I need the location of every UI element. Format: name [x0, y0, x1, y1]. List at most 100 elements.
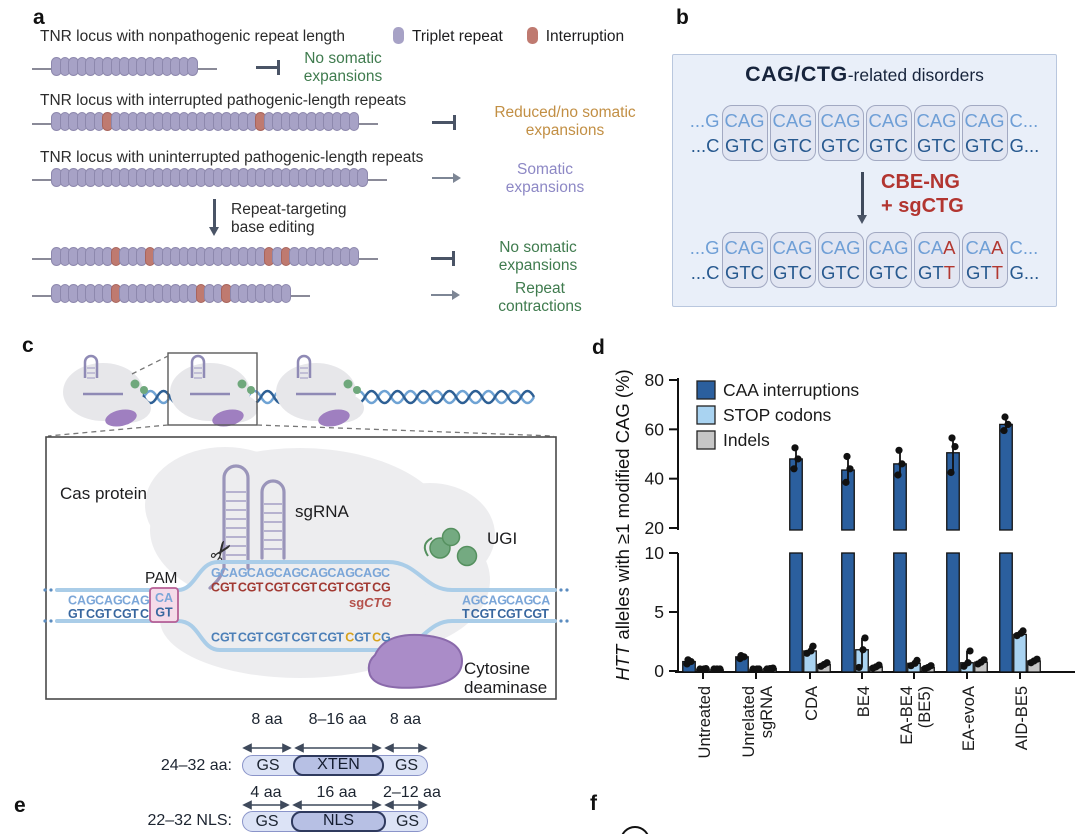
category-label: BE4 [855, 686, 873, 717]
down-arrow-icon [857, 172, 866, 224]
bar-lower [946, 552, 960, 673]
legend-label: STOP codons [723, 405, 832, 425]
data-point [964, 659, 972, 667]
data-point [966, 647, 974, 655]
sgrna-hairpin-icon [208, 464, 286, 590]
data-point [1000, 426, 1008, 435]
bar-upper [999, 423, 1013, 531]
bar [1013, 633, 1027, 673]
data-point [809, 642, 817, 650]
data-point [716, 665, 724, 673]
bar-lower [841, 552, 855, 673]
data-point [913, 656, 921, 664]
svg-text:80: 80 [645, 370, 665, 390]
sgctg-label: sgCTG [349, 595, 392, 610]
svg-text:20: 20 [645, 518, 665, 538]
outcome-text: Repeat contractions [498, 280, 582, 315]
data-point [842, 478, 850, 486]
tnr-row-title: TNR locus with nonpathogenic repeat leng… [40, 28, 346, 45]
codon-box: CAG GTC [817, 232, 864, 288]
length-arrows [242, 743, 428, 753]
triplet-repeat-swatch-icon [393, 27, 404, 44]
category-label: EA-BE4(BE5) [898, 686, 934, 745]
deaminase-label-line2: deaminase [464, 678, 547, 697]
legend-swatch-icon [696, 405, 716, 425]
codon-box: CAG GTC [721, 105, 768, 161]
sgrna-label: sgRNA [295, 502, 350, 521]
down-arrow-icon [209, 199, 218, 236]
triplet-repeat-pill [280, 284, 291, 303]
data-point [980, 656, 988, 664]
data-point [769, 664, 777, 672]
data-point [951, 443, 959, 451]
base-editor-illustration: ✂ CA GT Cas protein sgRNA UGI [43, 352, 569, 700]
repeat-bar [32, 247, 378, 271]
data-point [927, 662, 935, 670]
codon-box: CAG GTC [721, 232, 768, 288]
arrow-connector [431, 290, 460, 300]
linker-capsule: GS NLS GS [242, 810, 428, 832]
codon-box: CAG GTC [865, 232, 912, 288]
linker-row-label: 22–32 NLS: [147, 812, 232, 829]
svg-text:60: 60 [645, 419, 665, 439]
edited-codon-box: CAA GTT [961, 232, 1008, 288]
svg-text:0: 0 [654, 661, 664, 681]
outcome-text: Reduced/no somatic expansions [494, 104, 636, 139]
tnr-row-title: TNR locus with interrupted pathogenic-le… [40, 92, 407, 109]
linker-length: 4 aa [250, 784, 282, 801]
ugi-label: UGI [487, 529, 517, 548]
data-point [794, 455, 802, 463]
displaced-strand-seq: CGTCGTCGTCGTCGTCGTCG [211, 631, 391, 645]
legend-swatch-icon [696, 430, 716, 450]
triplet-repeat-pill [357, 168, 368, 187]
codon-box: CAG GTC [961, 105, 1008, 161]
hairpin-rungs [226, 491, 282, 556]
codon-box: CAG GTC [769, 105, 816, 161]
category-label: Untreated [696, 686, 714, 758]
svg-text:10: 10 [645, 543, 665, 563]
protospacer-seq: GCAGCAGCAGCAGCAGCAGC [211, 566, 390, 580]
sgrna-seq: CGTCGTCGTCGTCGTCGTCG [211, 581, 391, 595]
data-point [875, 661, 883, 669]
data-point [843, 452, 851, 461]
data-point [1033, 655, 1041, 663]
zoom-rectangle [167, 352, 258, 426]
data-point [791, 444, 799, 452]
triplet-repeat-pill [348, 247, 359, 266]
outcome-text: Somatic expansions [505, 161, 585, 196]
svg-text:40: 40 [645, 469, 665, 489]
ugi-protein-icon [423, 527, 478, 567]
codon-box: CAG GTC [865, 105, 912, 161]
triplet-repeat-pill [348, 112, 359, 131]
repeat-bar [32, 284, 310, 308]
panel-e-label: e [14, 794, 26, 817]
tnr-row-title: TNR locus with uninterrupted pathogenic-… [40, 149, 424, 166]
data-point [702, 665, 710, 673]
codon-box: CAG GTC [769, 232, 816, 288]
panel-a-label: a [33, 6, 45, 29]
data-point [948, 434, 956, 442]
pam-top-seq: CA [155, 591, 173, 605]
data-point [898, 460, 906, 468]
svg-text:5: 5 [654, 602, 664, 622]
category-label: AID-BE5 [1013, 686, 1031, 750]
data-point [861, 634, 869, 642]
legend-interruption: Interruption [526, 27, 624, 46]
triplet-repeat-pill [187, 57, 198, 76]
interruption-swatch-icon [526, 27, 538, 44]
flank-sequence: ...G ...C [689, 237, 720, 283]
linker-length: 2–12 aa [383, 784, 441, 801]
sequence-ellipsis [43, 588, 569, 623]
linker-length: 8–16 aa [308, 711, 367, 728]
inhibition-connector [432, 116, 456, 129]
panel-f-label: f [590, 792, 597, 815]
codon-box: CAG GTC [817, 105, 864, 161]
cytosine-deaminase-icon [367, 633, 464, 689]
length-arrows [242, 800, 428, 810]
data-point [1001, 413, 1009, 421]
category-label: CDA [803, 686, 821, 721]
legend-label: Indels [723, 430, 770, 450]
flank-sequence: C... G... [1009, 237, 1040, 283]
pam-bot-seq: GT [155, 606, 173, 620]
linker-row-label: 24–32 aa: [160, 757, 232, 774]
